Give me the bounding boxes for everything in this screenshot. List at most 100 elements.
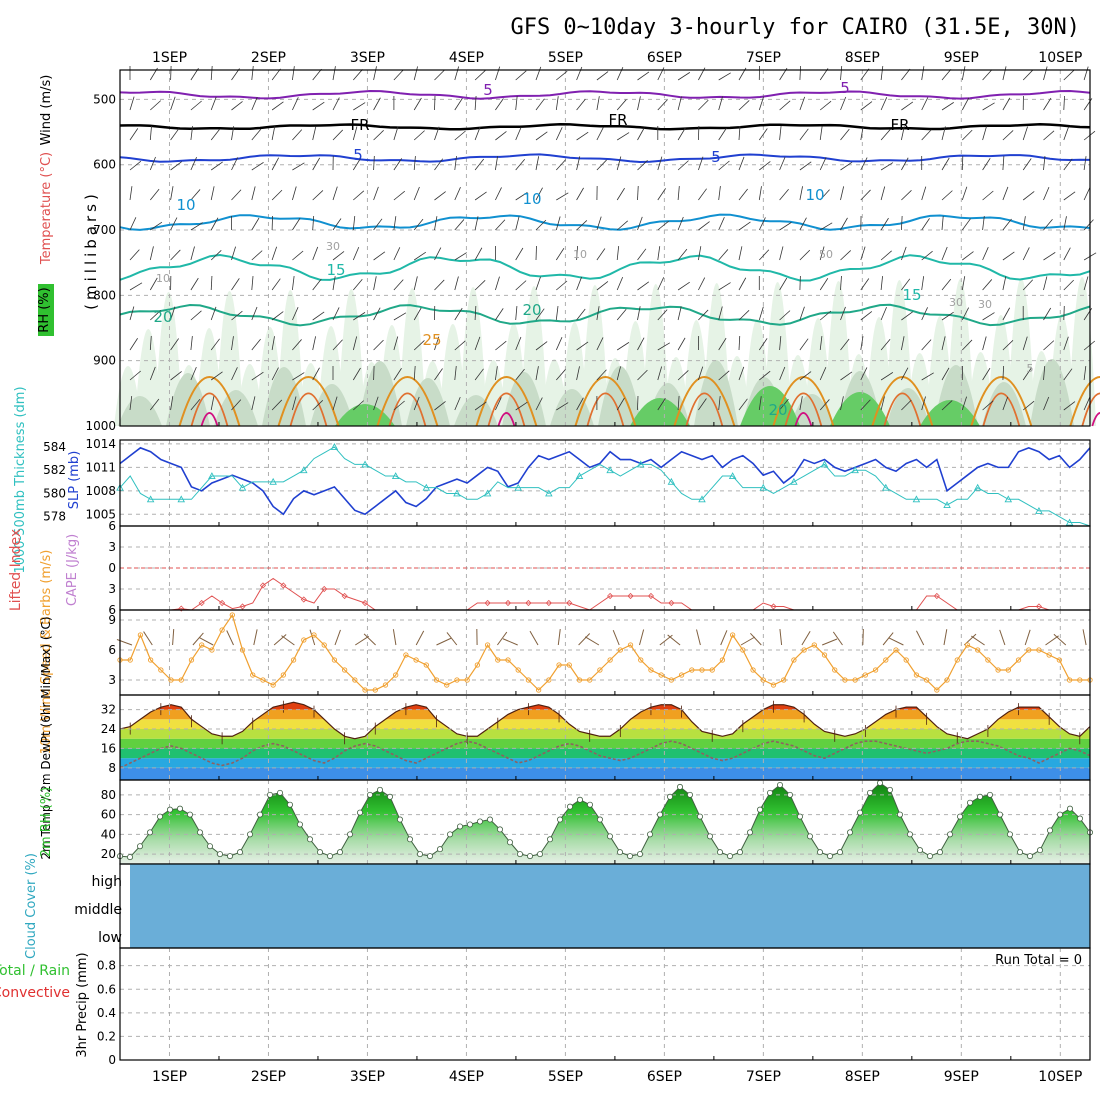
rh-marker xyxy=(377,787,382,792)
surface-wind-barb xyxy=(227,630,234,645)
surface-wind-barb xyxy=(199,637,213,645)
rh-marker xyxy=(1027,853,1032,858)
rh-marker xyxy=(807,834,812,839)
surface-wind-barb xyxy=(916,631,923,645)
contour-label: 10 xyxy=(176,196,195,214)
surface-wind-barb xyxy=(335,630,340,645)
tick-label: 500 xyxy=(93,92,116,106)
rh-marker xyxy=(777,782,782,787)
date-label-bottom: 6SEP xyxy=(647,1069,682,1085)
rh-axis-label: 2m RH (%) xyxy=(39,787,54,858)
rh-marker xyxy=(447,832,452,837)
wind-legend-label: Wind (m/s) xyxy=(39,75,54,146)
date-label-bottom: 1SEP xyxy=(152,1069,187,1085)
rh-marker xyxy=(247,832,252,837)
surface-wind-barb xyxy=(173,629,174,645)
rh-marker xyxy=(187,812,192,817)
contour-label: 25 xyxy=(422,331,441,349)
tick-label: 16 xyxy=(101,741,116,755)
rh-marker xyxy=(397,817,402,822)
date-label-bottom: 7SEP xyxy=(746,1069,781,1085)
rh-marker xyxy=(587,802,592,807)
rh-marker xyxy=(227,853,232,858)
rh-marker xyxy=(977,794,982,799)
rh-legend-label: RH (%) xyxy=(37,287,52,332)
rh-marker xyxy=(717,850,722,855)
tick-label: 6 xyxy=(108,519,116,533)
rh-marker xyxy=(937,850,942,855)
lifted-index-series xyxy=(120,579,1090,612)
lifted-index-label: Lifted Index xyxy=(8,529,24,611)
rh-marker xyxy=(457,824,462,829)
rh-marker xyxy=(237,850,242,855)
surface-wind-barb xyxy=(668,635,680,645)
rh-marker xyxy=(337,850,342,855)
rh-marker xyxy=(687,792,692,797)
rh-marker xyxy=(217,852,222,857)
contour-label: 5 xyxy=(840,79,850,97)
rh-marker xyxy=(727,853,732,858)
tick-label: 0.2 xyxy=(97,1029,116,1043)
date-label-top: 4SEP xyxy=(449,50,484,66)
slp-tick: 1011 xyxy=(85,460,116,474)
contour-label: 5 xyxy=(483,81,493,99)
tick-label: 60 xyxy=(101,808,116,822)
chart-title: GFS 0~10day 3-hourly for CAIRO (31.5E, 3… xyxy=(510,15,1080,40)
rh-marker xyxy=(267,792,272,797)
rh-marker xyxy=(837,850,842,855)
date-label-bottom: 8SEP xyxy=(845,1069,880,1085)
slp-axis-label: SLP (mb) xyxy=(67,451,82,510)
tick-label: 0 xyxy=(108,561,116,575)
rh-marker xyxy=(657,812,662,817)
surface-wind-barb xyxy=(364,634,376,645)
surface-wind-barb xyxy=(889,638,903,645)
temperature-legend-label: Temperature (°C) xyxy=(39,152,54,265)
slp-tick: 1008 xyxy=(85,484,116,498)
tick-label: 6 xyxy=(108,643,116,657)
surface-wind-barb xyxy=(437,638,452,645)
tick-label: 1000 xyxy=(85,419,116,433)
contour-label: 15 xyxy=(902,286,921,304)
date-label-bottom: 4SEP xyxy=(449,1069,484,1085)
surface-wind-barb xyxy=(640,630,644,645)
rh-marker xyxy=(1057,812,1062,817)
surface-wind-barb xyxy=(1083,629,1086,645)
rh-marker xyxy=(567,804,572,809)
tick-label: 3 xyxy=(108,673,116,687)
temp-band-group xyxy=(120,695,1090,780)
rh-marker xyxy=(347,832,352,837)
temp-band xyxy=(120,729,1090,739)
surface-wind-barb xyxy=(863,629,864,645)
surface-wind-barb xyxy=(721,630,727,645)
contour-label: 10 xyxy=(156,272,170,285)
cloud-level-middle: middle xyxy=(74,902,122,918)
rh-marker xyxy=(557,817,562,822)
rh-marker xyxy=(597,817,602,822)
date-label-top: 8SEP xyxy=(845,50,880,66)
rh-marker xyxy=(827,853,832,858)
thickness-tick: 578 xyxy=(43,510,66,524)
contour-label: 20 xyxy=(522,301,541,319)
rh-marker xyxy=(787,792,792,797)
surface-wind-barb xyxy=(971,636,984,645)
surface-wind-barb xyxy=(822,639,837,645)
tick-label: 3 xyxy=(108,582,116,596)
rh-marker xyxy=(1007,832,1012,837)
rh-marker xyxy=(547,837,552,842)
millibars-label: (millibars) xyxy=(82,190,100,310)
slp-thickness-series xyxy=(117,444,1090,526)
rh-marker xyxy=(647,832,652,837)
date-label-bottom: 10SEP xyxy=(1038,1069,1082,1085)
surface-wind-barb xyxy=(416,631,424,645)
surface-wind-barb xyxy=(1000,630,1005,645)
rh-marker xyxy=(407,837,412,842)
rh-marker xyxy=(517,852,522,857)
contour-label: 30 xyxy=(949,296,963,309)
wind-ticks: 963 xyxy=(108,613,116,687)
rh-marker xyxy=(957,814,962,819)
rh-marker xyxy=(967,800,972,805)
surface-wind-barb xyxy=(144,632,153,645)
contour-label: FR xyxy=(890,116,909,134)
